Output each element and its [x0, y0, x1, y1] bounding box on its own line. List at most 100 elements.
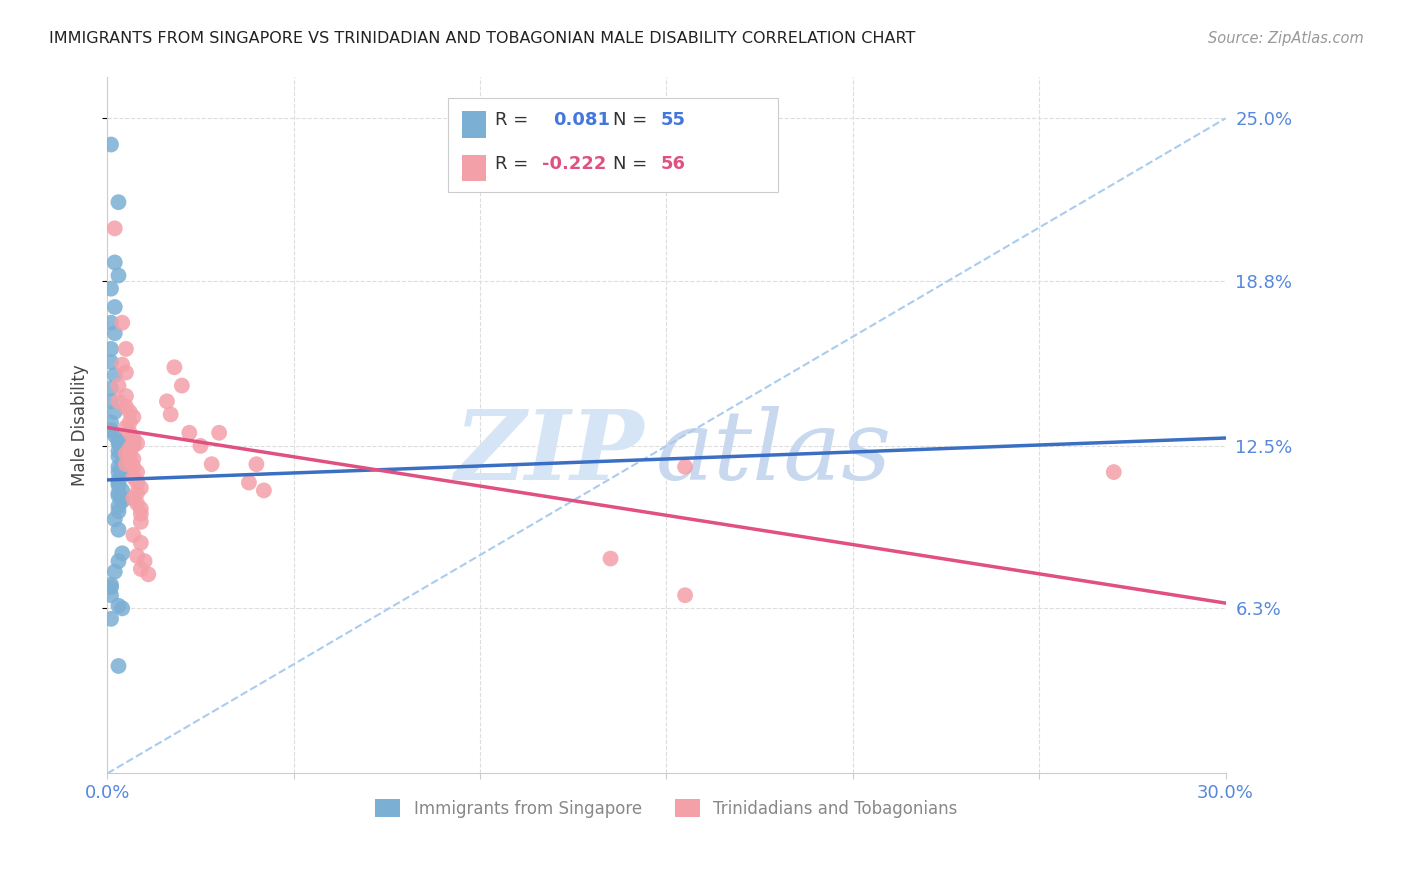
Point: [107, 523, 129, 537]
Point: [104, 405, 127, 419]
Point: [111, 442, 134, 456]
Point: [118, 444, 141, 458]
Point: [107, 659, 129, 673]
Point: [111, 447, 134, 461]
Point: [100, 137, 122, 152]
Point: [127, 496, 149, 510]
FancyBboxPatch shape: [449, 98, 779, 193]
Point: [107, 378, 129, 392]
Point: [100, 588, 122, 602]
Point: [122, 528, 145, 542]
Point: [129, 536, 152, 550]
Point: [107, 195, 129, 210]
Point: [118, 442, 141, 456]
Text: R =: R =: [495, 155, 534, 173]
Bar: [461, 112, 486, 137]
Text: 55: 55: [661, 111, 686, 129]
Point: [599, 551, 621, 566]
Point: [107, 436, 129, 450]
Point: [107, 450, 129, 464]
Point: [111, 358, 134, 372]
Point: [107, 486, 129, 500]
Point: [115, 420, 138, 434]
Text: 0.081: 0.081: [554, 111, 610, 129]
Point: [111, 494, 134, 508]
Point: [118, 405, 141, 419]
Point: [104, 368, 127, 383]
Bar: [461, 154, 486, 181]
Point: [208, 425, 231, 440]
Point: [107, 394, 129, 409]
Point: [100, 612, 122, 626]
Point: [104, 300, 127, 314]
Point: [122, 491, 145, 506]
Point: [111, 483, 134, 498]
Point: [104, 512, 127, 526]
Point: [122, 431, 145, 445]
Point: [127, 486, 149, 500]
Point: [122, 470, 145, 484]
Point: [115, 457, 138, 471]
Point: [107, 444, 129, 458]
Point: [201, 457, 224, 471]
Point: [115, 400, 138, 414]
Point: [107, 434, 129, 448]
Point: [104, 255, 127, 269]
Point: [129, 515, 152, 529]
Text: 56: 56: [661, 155, 686, 173]
Point: [104, 326, 127, 341]
Point: [115, 454, 138, 468]
Point: [122, 439, 145, 453]
Point: [107, 554, 129, 568]
Point: [129, 562, 152, 576]
Point: [122, 434, 145, 448]
Point: [245, 457, 267, 471]
Point: [115, 366, 138, 380]
Point: [111, 457, 134, 471]
Point: [111, 462, 134, 476]
Point: [115, 389, 138, 403]
Text: Source: ZipAtlas.com: Source: ZipAtlas.com: [1208, 31, 1364, 46]
Point: [100, 423, 122, 437]
Point: [115, 452, 138, 467]
Point: [118, 454, 141, 468]
Point: [190, 439, 212, 453]
Point: [107, 489, 129, 503]
Point: [136, 567, 159, 582]
Point: [238, 475, 260, 490]
Point: [107, 599, 129, 613]
Point: [107, 268, 129, 283]
Point: [115, 447, 138, 461]
Point: [118, 425, 141, 440]
Point: [111, 439, 134, 453]
Point: [127, 475, 149, 490]
Point: [107, 475, 129, 490]
Point: [100, 580, 122, 594]
Point: [100, 355, 122, 369]
Point: [100, 578, 122, 592]
Y-axis label: Male Disability: Male Disability: [72, 365, 89, 486]
Point: [179, 425, 201, 440]
Point: [127, 436, 149, 450]
Point: [1102, 465, 1125, 479]
Text: N =: N =: [613, 155, 652, 173]
Point: [163, 360, 186, 375]
Point: [127, 549, 149, 563]
Point: [107, 465, 129, 479]
Point: [129, 507, 152, 521]
Point: [111, 442, 134, 456]
Point: [104, 565, 127, 579]
Point: [673, 588, 696, 602]
Text: ZIP: ZIP: [454, 406, 644, 500]
Point: [129, 501, 152, 516]
Point: [100, 342, 122, 356]
Point: [100, 415, 122, 429]
Point: [104, 221, 127, 235]
Point: [111, 601, 134, 615]
Point: [118, 415, 141, 429]
Point: [107, 478, 129, 492]
Point: [100, 381, 122, 395]
Text: IMMIGRANTS FROM SINGAPORE VS TRINIDADIAN AND TOBAGONIAN MALE DISABILITY CORRELAT: IMMIGRANTS FROM SINGAPORE VS TRINIDADIAN…: [49, 31, 915, 46]
Point: [118, 450, 141, 464]
Legend: Immigrants from Singapore, Trinidadians and Tobagonians: Immigrants from Singapore, Trinidadians …: [368, 793, 965, 824]
